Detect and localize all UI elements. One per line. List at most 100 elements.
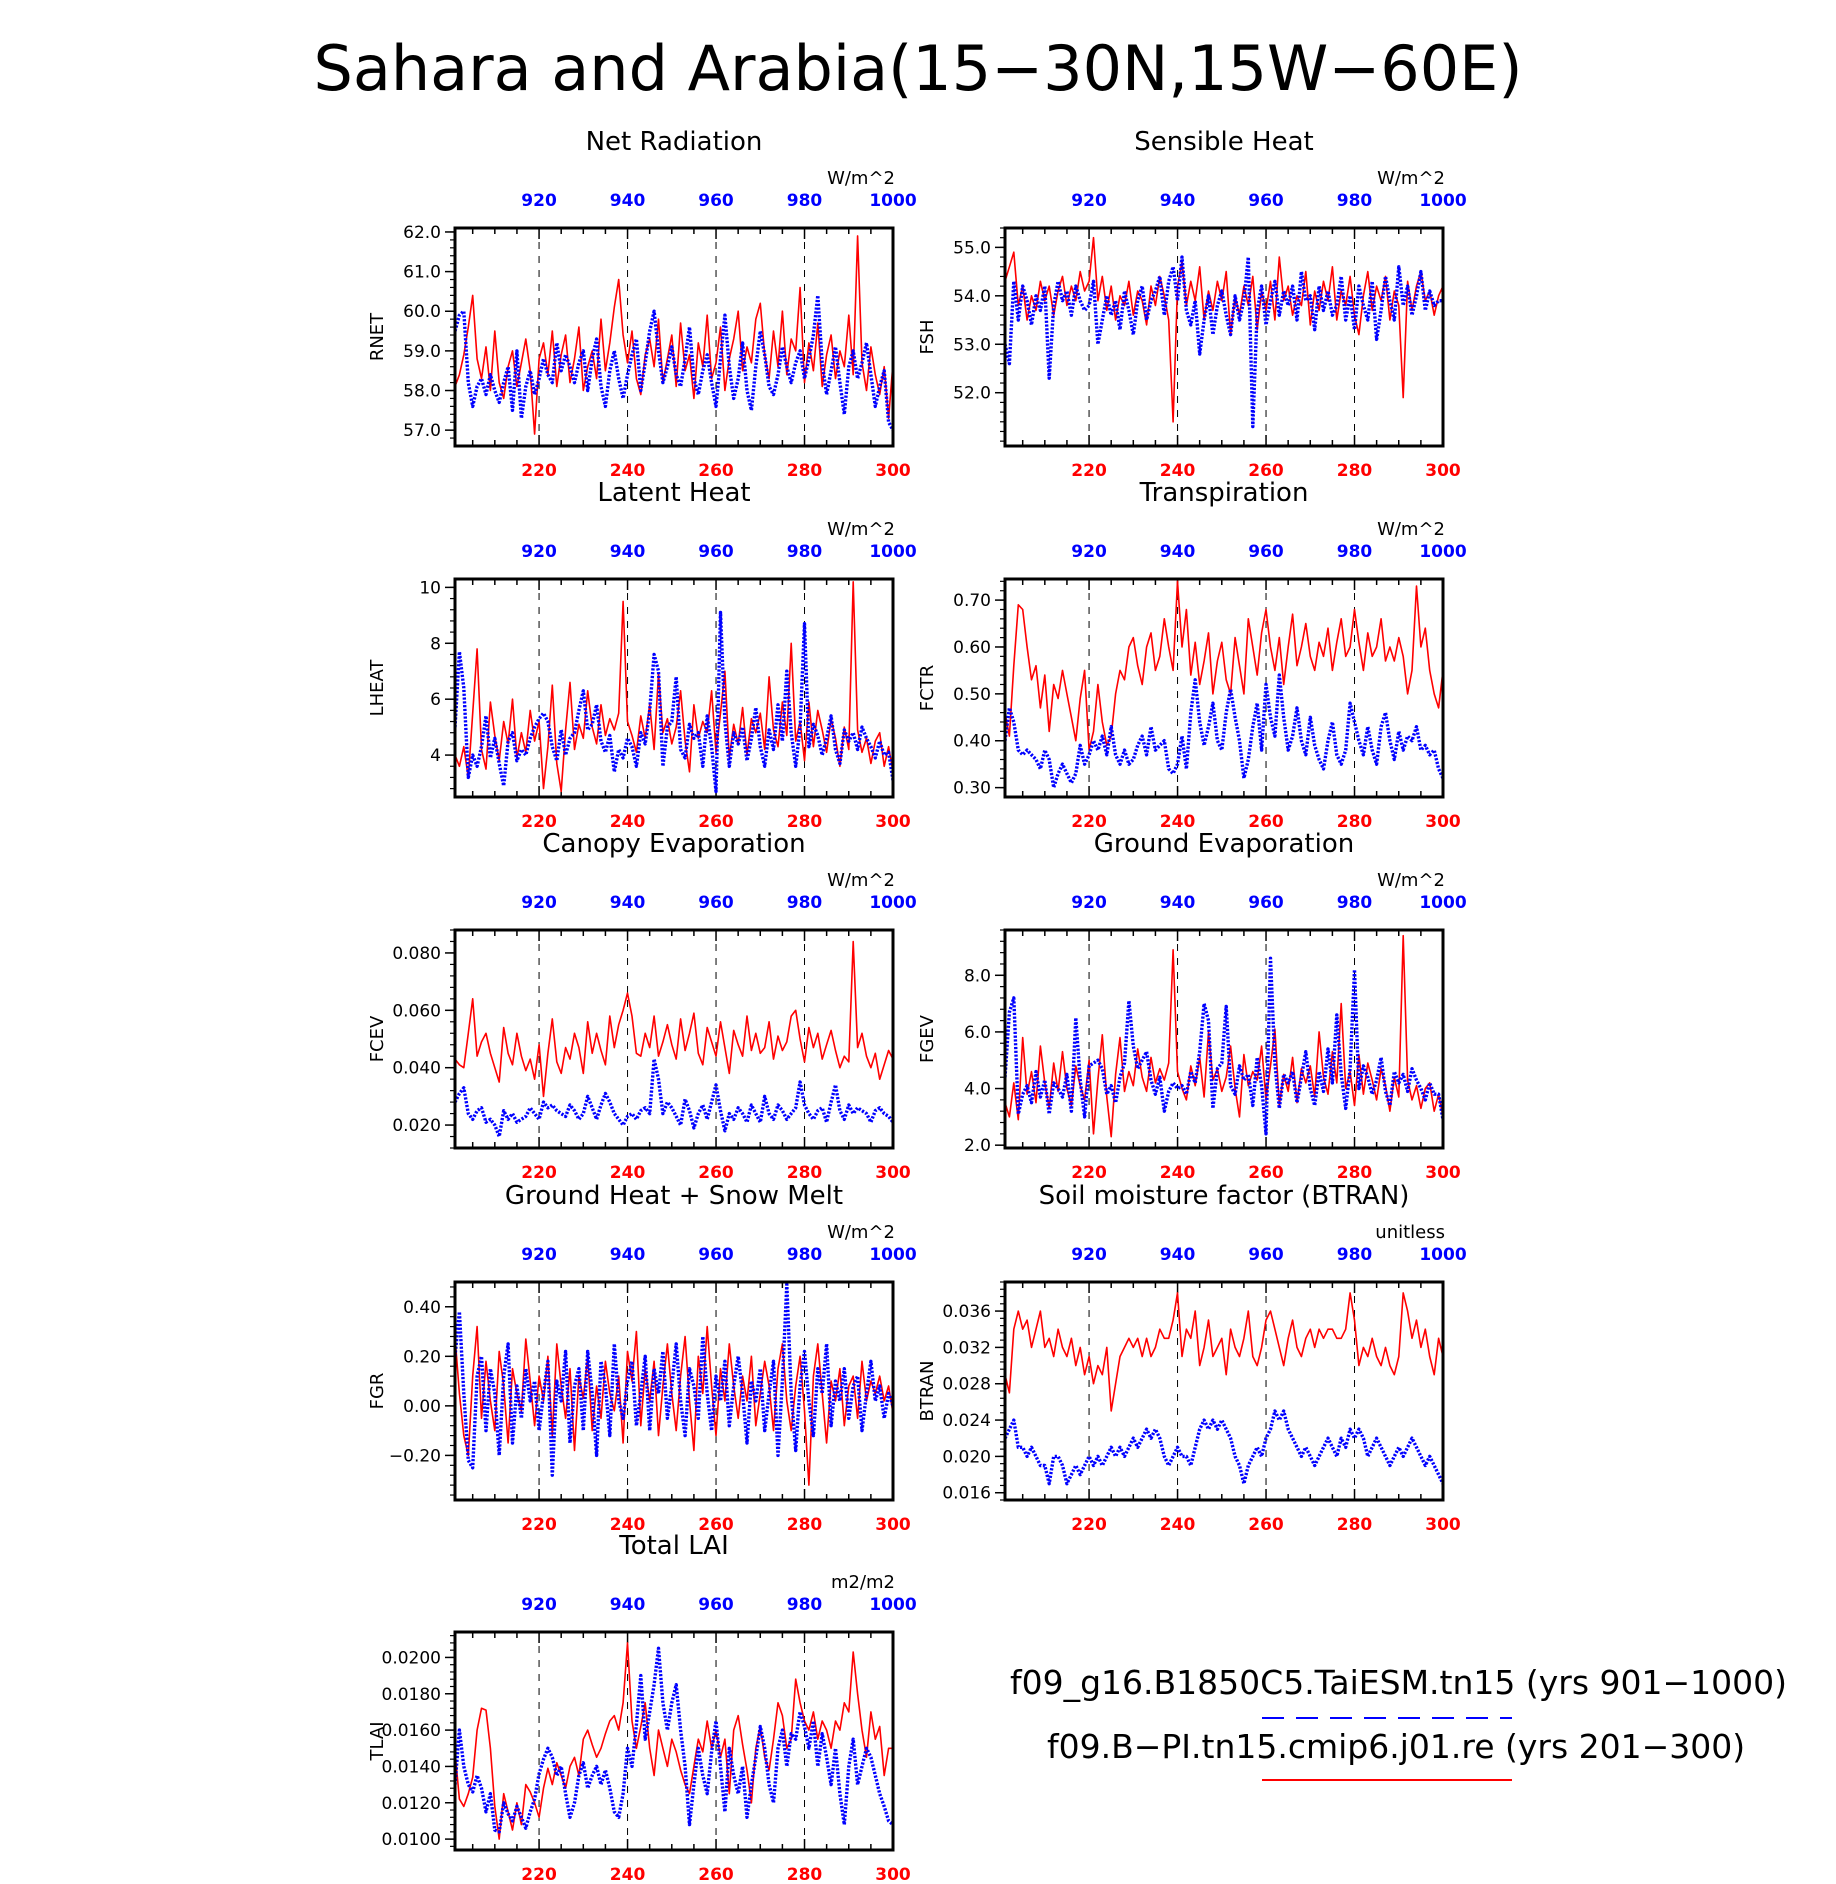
y-tick-label: 58.0 xyxy=(403,382,441,402)
plot-frame xyxy=(453,226,895,448)
panel-title: Ground Heat + Snow Melt xyxy=(505,1181,843,1211)
y-tick-label: 59.0 xyxy=(403,342,441,362)
x-tick-label-bottom: 240 xyxy=(610,461,646,481)
panel-fcev: Canopy Evaporation W/m^2 FCEV 0.020 0.040 0.0… xyxy=(367,829,917,1183)
y-axis-label: FGR xyxy=(367,1373,388,1410)
x-tick-label-bottom: 220 xyxy=(521,1865,557,1884)
y-axis-label: FCTR xyxy=(917,665,938,711)
y-axis-label: LHEAT xyxy=(367,659,388,717)
y-tick-label: 0.60 xyxy=(953,638,991,658)
legend-entry-text: f09.B−PI.tn15.cmip6.j01.re (yrs 201−300) xyxy=(1047,1727,1745,1766)
y-tick-label: 0.40 xyxy=(953,732,991,752)
x-tick-label-top: 920 xyxy=(1071,1245,1107,1265)
y-tick-label: 6.0 xyxy=(964,1023,991,1043)
y-tick-label: 0.0120 xyxy=(382,1794,441,1814)
y-tick-label: 62.0 xyxy=(403,223,441,243)
x-tick-label-bottom: 220 xyxy=(521,812,557,832)
panel-fctr: Transpiration W/m^2 FCTR 0.30 0.40 0.50 0.60 0.… xyxy=(917,478,1467,832)
y-axis-label: FGEV xyxy=(917,1014,938,1063)
x-tick-label-top: 940 xyxy=(1160,542,1196,562)
x-tick-label-bottom: 280 xyxy=(787,1865,823,1884)
units-label: W/m^2 xyxy=(827,168,895,189)
x-tick-label-bottom: 280 xyxy=(1337,812,1373,832)
y-tick-label: 0.020 xyxy=(392,1116,441,1136)
y-axis-label: FCEV xyxy=(367,1015,388,1062)
x-tick-label-bottom: 300 xyxy=(1425,1515,1461,1535)
x-tick-label-top: 960 xyxy=(1248,893,1284,913)
series-line-blue xyxy=(1005,1409,1443,1486)
x-tick-label-bottom: 260 xyxy=(698,1163,734,1183)
panel-fsh: Sensible Heat W/m^2 FSH 52.0 53.0 54.0 55.0 220… xyxy=(917,127,1467,481)
y-tick-label: 54.0 xyxy=(953,287,991,307)
x-tick-label-top: 980 xyxy=(787,893,823,913)
x-tick-label-top: 960 xyxy=(698,893,734,913)
x-tick-label-bottom: 280 xyxy=(787,812,823,832)
x-tick-label-bottom: 220 xyxy=(521,1163,557,1183)
x-tick-label-bottom: 300 xyxy=(875,461,911,481)
series-line-red xyxy=(1005,934,1443,1138)
units-label: W/m^2 xyxy=(827,519,895,540)
x-tick-label-top: 960 xyxy=(698,191,734,211)
x-tick-label-bottom: 220 xyxy=(1071,1515,1107,1535)
y-tick-label: 0.30 xyxy=(953,779,991,799)
x-tick-label-top: 1000 xyxy=(1419,1245,1466,1265)
series-line-red xyxy=(455,1325,893,1486)
x-tick-label-bottom: 240 xyxy=(610,1163,646,1183)
x-tick-label-bottom: 280 xyxy=(787,1515,823,1535)
series-line-red xyxy=(1005,1292,1443,1412)
plot-frame xyxy=(453,928,895,1150)
plot-frame xyxy=(1003,226,1445,448)
x-tick-label-top: 1000 xyxy=(869,191,916,211)
series-line-blue xyxy=(455,1646,893,1834)
x-tick-label-bottom: 300 xyxy=(875,1865,911,1884)
series-line-red xyxy=(455,940,893,1098)
series-line-blue xyxy=(1005,956,1443,1136)
panel-title: Ground Evaporation xyxy=(1094,829,1354,859)
panel-fgr: Ground Heat + Snow Melt W/m^2 FGR −0.20 0.00… xyxy=(367,1181,917,1535)
x-tick-label-top: 1000 xyxy=(869,1595,916,1615)
x-tick-label-bottom: 280 xyxy=(1337,1515,1373,1535)
panel-title: Sensible Heat xyxy=(1134,127,1313,157)
x-tick-label-top: 980 xyxy=(787,191,823,211)
panel-title: Canopy Evaporation xyxy=(542,829,805,859)
x-tick-label-bottom: 280 xyxy=(787,1163,823,1183)
y-tick-label: 0.040 xyxy=(392,1059,441,1079)
units-label: W/m^2 xyxy=(1377,870,1445,891)
y-tick-label: 8.0 xyxy=(964,966,991,986)
units-label: W/m^2 xyxy=(827,870,895,891)
y-tick-label: 0.0180 xyxy=(382,1685,441,1705)
x-tick-label-top: 960 xyxy=(698,1595,734,1615)
panel-title: Net Radiation xyxy=(586,127,763,157)
x-tick-label-bottom: 260 xyxy=(1248,1515,1284,1535)
x-tick-label-top: 920 xyxy=(1071,542,1107,562)
x-tick-label-top: 920 xyxy=(521,893,557,913)
x-tick-label-bottom: 280 xyxy=(787,461,823,481)
x-tick-label-top: 940 xyxy=(610,1245,646,1265)
x-tick-label-top: 960 xyxy=(698,1245,734,1265)
x-tick-label-bottom: 240 xyxy=(1160,1515,1196,1535)
series-line-blue xyxy=(455,293,893,431)
plot-frame xyxy=(453,1280,895,1502)
y-tick-label: 60.0 xyxy=(403,302,441,322)
y-tick-label: 4.0 xyxy=(964,1080,991,1100)
y-tick-label: 0.20 xyxy=(403,1347,441,1367)
legend: f09_g16.B1850C5.TaiESM.tn15 (yrs 901−100… xyxy=(1010,1663,1787,1781)
y-axis-label: TLAI xyxy=(367,1721,388,1761)
x-tick-label-top: 920 xyxy=(521,1595,557,1615)
panels-group: Net RadiationW/m^2RNET57.058.059.060.061… xyxy=(367,127,1467,1884)
y-tick-label: 0.060 xyxy=(392,1001,441,1021)
panel-rnet: Net Radiation W/m^2 RNET 57.0 58.0 59.0 60.0 61… xyxy=(367,127,917,481)
y-tick-label: 0.0100 xyxy=(382,1830,441,1850)
panel-title: Transpiration xyxy=(1139,478,1309,508)
x-tick-label-top: 920 xyxy=(521,542,557,562)
y-axis-label: BTRAN xyxy=(917,1361,938,1422)
x-tick-label-top: 960 xyxy=(1248,542,1284,562)
x-tick-label-bottom: 260 xyxy=(1248,461,1284,481)
x-tick-label-top: 940 xyxy=(610,191,646,211)
x-tick-label-top: 980 xyxy=(1337,893,1373,913)
y-tick-label: 0.032 xyxy=(942,1338,991,1358)
y-tick-label: 8 xyxy=(430,634,441,654)
panel-tlai: Total LAI m2/m2 TLAI 0.0100 0.0120 0.0140 0.01… xyxy=(367,1531,917,1884)
y-tick-label: 4 xyxy=(430,746,441,766)
legend-entry-text: f09_g16.B1850C5.TaiESM.tn15 (yrs 901−100… xyxy=(1010,1663,1787,1702)
